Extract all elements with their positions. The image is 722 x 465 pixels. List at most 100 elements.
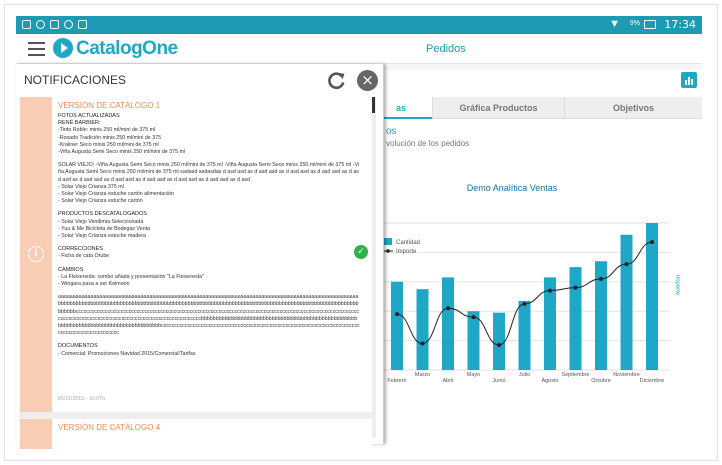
notification-heading: PRODUCTOS DESCATALOGADOS (58, 211, 147, 218)
notification-version-title: VERSIÓN DE CATÁLOGO 4 (58, 423, 161, 432)
notification-stripe (20, 419, 52, 449)
notification-line: - Wingara pasa a ser Kolmoon (58, 281, 130, 288)
bar-cantidad (518, 300, 531, 370)
notification-heading: FOTOS ACTUALIZADAS (58, 113, 120, 119)
wifi-icon: ▼ (609, 18, 620, 30)
notification-line: -Kraliner Seco minis 250 ml/mini de 375 … (58, 141, 159, 148)
notification-date: 05/11/2015 - 10:07h (58, 396, 106, 402)
notification-line: -Rosado Tradición minis 250 ml/mini de 3… (58, 134, 162, 141)
refresh-icon[interactable] (326, 70, 347, 91)
notification-line: SOLAR VIEJO: -Viña Augusta Semi Seco min… (58, 162, 360, 183)
check-icon: ✓ (354, 245, 368, 259)
x-tick-label: Septiembre (561, 372, 589, 378)
x-tick-label: Octubre (591, 378, 611, 384)
x-tick-label: Abril (442, 378, 453, 384)
logo-play-icon (53, 38, 73, 58)
point-importe (395, 312, 399, 317)
y2-axis-label: Importe (674, 275, 680, 296)
notification-heading: CAMBIOS (58, 266, 84, 273)
gallery-notification-icon (22, 20, 31, 29)
point-importe (573, 285, 578, 290)
download-notification-icon (50, 20, 59, 29)
legend-swatch-importe-dot (386, 249, 390, 253)
settings-notification-icon (64, 20, 73, 29)
clock: 17:34 (664, 18, 696, 31)
notification-heading: DOCUMENTOS (58, 343, 98, 350)
bar-cantidad (620, 234, 633, 370)
notifications-panel: NOTIFICACIONES × i VERSIÓN DE CATÁLOGO 1… (16, 64, 384, 449)
notification-line: - Yuu & Me Bicicleta de Bodegas Venta (58, 225, 151, 232)
notification-line: -Viña Augusta Semi Seco minis 250 ml/min… (58, 149, 186, 156)
point-importe (522, 301, 527, 306)
bar-cantidad (646, 223, 658, 370)
section-title: os (386, 126, 397, 137)
battery-percent: 9% (629, 20, 640, 27)
bar-cantidad (416, 289, 429, 370)
sales-chart: Febrero Marzo Abril Mayo Junio Julio Agosto Sep… (380, 195, 696, 390)
point-importe (420, 341, 425, 346)
point-importe (624, 262, 629, 267)
notification-line: - Solar Viejo Crianza 375 ml (58, 183, 124, 190)
app-logo-text: CatalogOne (76, 38, 178, 59)
menu-icon[interactable] (28, 42, 45, 56)
point-importe (650, 240, 654, 245)
close-icon[interactable]: × (357, 70, 378, 91)
notification-line: aaaaaaaaaaaaaaaaaaaaaaaaaaaaaaaaaaaaaaaa… (58, 294, 360, 337)
x-tick-label: Diciembre (640, 378, 665, 384)
notification-heading: CORRECCIONES (58, 246, 103, 253)
chart-background (380, 195, 696, 390)
notification-line: - Solar Viejo Crianza estuche madera (58, 233, 146, 240)
tab-grafica-productos[interactable]: Gráfica Productos (432, 97, 564, 119)
notification-body: FOTOS ACTUALIZADAS RENÉ BARBIER: -Tinto Ro… (58, 113, 360, 358)
app-bar: CatalogOne Pedidos (16, 34, 702, 64)
notification-line: -Tinto Roble: minis 250 ml/mini de 375 m… (58, 127, 156, 134)
bar-cantidad (544, 277, 556, 370)
x-tick-label: Julio (519, 372, 530, 378)
bar-cantidad (569, 267, 582, 370)
battery-icon (644, 20, 656, 29)
sync-notification-icon (36, 20, 45, 29)
bar-cantidad (467, 311, 480, 370)
notification-line: - Ficha de cata Orube (58, 253, 110, 260)
notification-line: - Solar Viejo Crianza estuche cartón (58, 198, 143, 205)
point-importe (599, 276, 603, 281)
x-tick-label: Agosto (541, 378, 558, 384)
notification-line: - Solar Viejo Crianza estuche cartón ali… (58, 191, 174, 198)
x-tick-label: Junio (492, 378, 505, 384)
notifications-title: NOTIFICACIONES (24, 73, 127, 87)
page-title: Pedidos (426, 43, 466, 55)
notification-card[interactable]: VERSIÓN DE CATÁLOGO 4 (20, 419, 372, 449)
tab-objetivos[interactable]: Objetivos (564, 97, 702, 119)
bar-cantidad (391, 281, 403, 370)
point-importe (471, 315, 476, 320)
notification-line: - Comercial: Promociones Navidad 2015/Co… (58, 350, 196, 357)
x-tick-label: Mayo (467, 372, 480, 378)
notification-card[interactable]: i VERSIÓN DE CATÁLOGO 1 FOTOS ACTUALIZAD… (20, 97, 375, 412)
chart-title: Demo Analítica Ventas (466, 183, 558, 193)
bar-cantidad (442, 277, 454, 370)
status-bar: ▼ 9% 17:34 (16, 16, 702, 34)
bar-cantidad (493, 312, 505, 370)
legend-label-importe: Importe (396, 249, 417, 255)
notification-heading: RENÉ BARBIER: (58, 120, 101, 127)
report-tabs: as Gráfica Productos Objetivos (370, 97, 702, 119)
photo-notification-icon (78, 20, 87, 29)
tab-ventas[interactable]: as (370, 97, 432, 119)
legend-label-cantidad: Cantidad (396, 240, 420, 246)
notification-version-title: VERSIÓN DE CATÁLOGO 1 (58, 101, 161, 110)
notification-line: - La Fleixeneda: combo añada y presentac… (58, 273, 204, 280)
point-importe (548, 288, 552, 293)
legend-swatch-cantidad (384, 238, 392, 245)
notification-line: - Solar Viejo Vendimia Seleccionada (58, 218, 144, 225)
section-subtitle: volución de los pedidos (386, 139, 470, 148)
point-importe (497, 343, 501, 348)
notifications-list[interactable]: i VERSIÓN DE CATÁLOGO 1 FOTOS ACTUALIZAD… (20, 97, 376, 449)
x-tick-label: Febrero (387, 378, 406, 384)
point-importe (446, 306, 450, 311)
report-chart-icon[interactable] (681, 72, 697, 88)
scrollbar[interactable] (372, 97, 375, 113)
x-tick-label: Noviembre (613, 372, 640, 378)
x-tick-label: Marzo (415, 372, 430, 378)
info-icon: i (28, 246, 44, 262)
bar-cantidad (595, 261, 607, 370)
